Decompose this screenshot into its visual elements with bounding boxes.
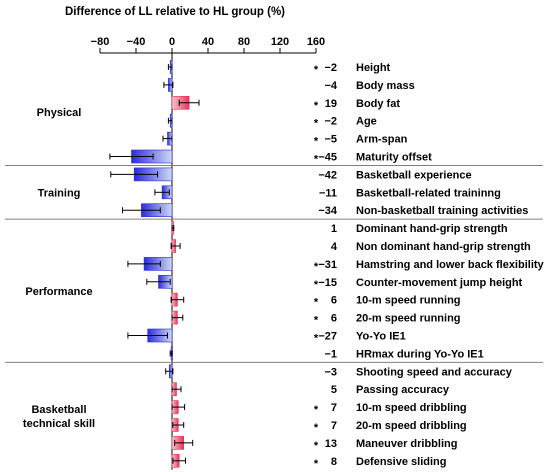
variable-label: Body fat: [356, 98, 400, 110]
value-label: −11: [319, 187, 337, 199]
group-dividers: [5, 164, 543, 363]
value-label: 13: [325, 438, 337, 450]
x-tick-label: 120: [271, 36, 289, 48]
significance-asterisk: *: [314, 100, 319, 112]
value-label: −27: [318, 331, 337, 343]
variable-label: Counter-movement jump height: [356, 277, 523, 289]
significance-asterisk: *: [314, 458, 319, 470]
x-tick-label: 0: [169, 36, 175, 48]
value-label: −31: [318, 259, 337, 271]
value-label: 6: [331, 313, 337, 325]
group-label: Basketball technical skill: [23, 404, 95, 430]
x-tick-label: 160: [307, 36, 325, 48]
value-label: 1: [331, 223, 337, 235]
group-label: Performance: [25, 286, 92, 298]
value-label: −2: [324, 62, 337, 74]
value-label: −45: [318, 152, 337, 164]
variable-label: Basketball experience: [356, 169, 472, 181]
x-tick-label: −80: [91, 36, 110, 48]
significance-asterisk: *: [314, 64, 319, 76]
significance-asterisk: *: [314, 315, 319, 327]
value-label: −2: [324, 116, 337, 128]
variable-label: Dominant hand-grip strength: [356, 223, 508, 235]
variable-label: Hamstring and lower back flexibility: [356, 259, 545, 271]
significance-asterisk: *: [314, 261, 319, 273]
variable-label: 20-m speed running: [356, 313, 461, 325]
variable-label: 10-m speed dribbling: [356, 402, 467, 414]
variable-label: Defensive sliding: [356, 456, 446, 468]
significance-asterisk: *: [314, 333, 319, 345]
variable-label: Age: [356, 116, 377, 128]
labels: * −2 Height −4 Body mass * 19 Body fat * −2 Age * −5…: [23, 62, 545, 470]
variable-label: Non-basketball training activities: [356, 205, 528, 217]
variable-label: HRmax during Yo-Yo IE1: [356, 348, 484, 360]
value-label: 6: [331, 295, 337, 307]
value-label: 19: [325, 98, 337, 110]
value-label: −42: [318, 169, 337, 181]
value-label: −1: [324, 348, 337, 360]
value-label: 5: [331, 384, 337, 396]
group-label: Training: [38, 187, 81, 199]
significance-asterisk: *: [314, 422, 319, 434]
significance-asterisk: *: [314, 404, 319, 416]
significance-asterisk: *: [314, 440, 319, 452]
value-label: 7: [331, 402, 337, 414]
value-label: 7: [331, 420, 337, 432]
variable-label: Yo-Yo IE1: [356, 331, 406, 343]
value-label: −15: [318, 277, 337, 289]
value-label: −3: [324, 366, 337, 378]
value-label: 8: [331, 456, 337, 468]
variable-label: Shooting speed and accuracy: [356, 366, 513, 378]
x-tick-label: 80: [238, 36, 250, 48]
variable-label: Passing accuracy: [356, 384, 450, 396]
x-axis: −80 −40 0 40 80 120 160: [91, 36, 325, 470]
variable-label: Maturity offset: [356, 152, 432, 164]
value-label: −4: [324, 80, 337, 92]
significance-asterisk: *: [314, 118, 319, 130]
value-label: 4: [331, 241, 338, 253]
bars: [109, 60, 200, 468]
significance-asterisk: *: [314, 136, 319, 148]
significance-asterisk: *: [314, 297, 319, 309]
variable-label: 20-m speed dribbling: [356, 420, 467, 432]
variable-label: Maneuver dribbling: [356, 438, 457, 450]
variable-label: Non dominant hand-grip strength: [356, 241, 531, 253]
variable-label: Arm-span: [356, 134, 408, 146]
x-tick-label: −40: [127, 36, 146, 48]
variable-label: Body mass: [356, 80, 415, 92]
value-label: −34: [318, 205, 338, 217]
variable-label: Height: [356, 62, 391, 74]
x-tick-label: 40: [202, 36, 214, 48]
chart-title: Difference of LL relative to HL group (%…: [65, 6, 285, 18]
variable-label: Basketball-related traininng: [356, 187, 501, 199]
variable-label: 10-m speed running: [356, 295, 461, 307]
significance-asterisk: *: [314, 279, 319, 291]
value-label: −5: [324, 134, 337, 146]
significance-asterisk: *: [314, 154, 319, 166]
group-label: Physical: [37, 107, 82, 119]
